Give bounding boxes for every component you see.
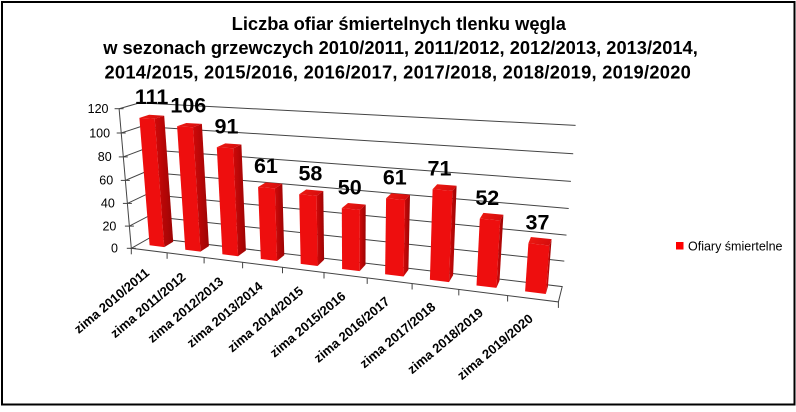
svg-text:50: 50 <box>338 175 362 199</box>
svg-text:20: 20 <box>102 219 116 233</box>
svg-text:2014/2015, 2015/2016, 2016/201: 2014/2015, 2015/2016, 2016/2017, 2017/20… <box>105 61 692 82</box>
svg-text:100: 100 <box>89 126 110 140</box>
svg-text:Liczba ofiar śmiertelnych tlen: Liczba ofiar śmiertelnych tlenku węgla <box>232 13 567 34</box>
svg-text:60: 60 <box>99 174 113 188</box>
svg-text:w sezonach grzewczych 2010/201: w sezonach grzewczych 2010/2011, 2011/20… <box>102 37 698 58</box>
svg-text:52: 52 <box>475 186 499 210</box>
svg-text:61: 61 <box>254 154 278 178</box>
svg-text:37: 37 <box>526 211 550 235</box>
svg-text:58: 58 <box>298 162 322 186</box>
svg-text:0: 0 <box>111 242 118 256</box>
svg-text:106: 106 <box>170 93 206 117</box>
svg-text:Ofiary śmiertelne: Ofiary śmiertelne <box>688 240 783 254</box>
svg-text:71: 71 <box>428 157 452 181</box>
svg-text:40: 40 <box>101 197 115 211</box>
svg-text:80: 80 <box>98 150 112 164</box>
svg-text:91: 91 <box>215 114 239 138</box>
svg-text:111: 111 <box>135 85 169 109</box>
svg-text:120: 120 <box>88 102 109 116</box>
svg-text:61: 61 <box>383 166 407 190</box>
